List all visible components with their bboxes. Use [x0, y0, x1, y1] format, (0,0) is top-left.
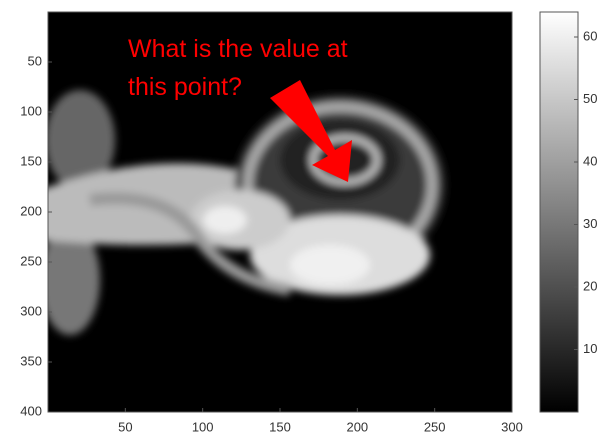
x-tick-label: 300: [501, 419, 523, 434]
y-tick-label: 250: [20, 253, 42, 268]
x-tick-label: 250: [424, 419, 446, 434]
page: 50 100 150 200 250 300 50 100 150 200 250 300 350 400…: [0, 0, 607, 441]
annotation: What is the value at this point?: [128, 30, 390, 106]
colorbar-tick-label: 50: [583, 91, 597, 106]
y-tick-label: 300: [20, 303, 42, 318]
colorbar: [540, 12, 578, 412]
colorbar-tick-label: 60: [583, 28, 597, 43]
y-tick-label: 400: [20, 403, 42, 418]
y-tick-label: 150: [20, 153, 42, 168]
y-tick-label: 350: [20, 353, 42, 368]
x-tick-label: 50: [118, 419, 132, 434]
colorbar-tick-label: 20: [583, 278, 597, 293]
colorbar-tick-label: 30: [583, 216, 597, 231]
y-tick-label: 200: [20, 203, 42, 218]
x-tick-label: 150: [269, 419, 291, 434]
colorbar-tick-label: 10: [583, 341, 597, 356]
y-tick-label: 50: [28, 53, 42, 68]
x-tick-label: 100: [192, 419, 214, 434]
colorbar-tick-label: 40: [583, 153, 597, 168]
x-tick-label: 200: [346, 419, 368, 434]
y-tick-label: 100: [20, 103, 42, 118]
